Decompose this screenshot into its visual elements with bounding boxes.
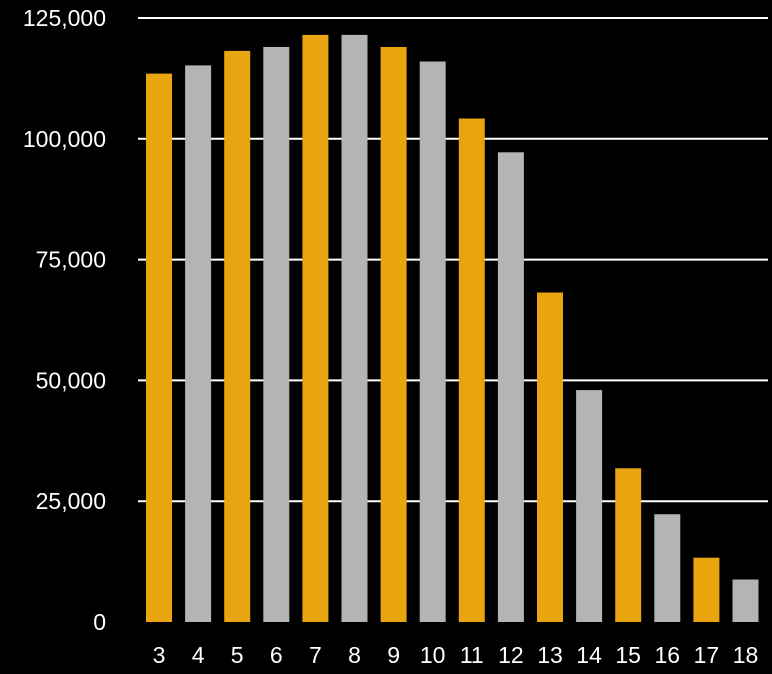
bar-5 <box>224 50 251 622</box>
x-tick-label: 14 <box>576 642 602 668</box>
bar-7 <box>302 34 329 622</box>
bars <box>146 34 759 623</box>
y-axis-tick-labels: 0 25,000 50,000 75,000 100,000 125,000 <box>23 5 106 635</box>
bar-18 <box>732 579 759 622</box>
x-tick-label: 4 <box>192 642 205 668</box>
x-tick-label: 11 <box>460 642 484 668</box>
x-tick-label: 8 <box>348 642 361 668</box>
bar-16 <box>654 514 681 622</box>
y-tick-label: 100,000 <box>23 126 106 152</box>
bar-6 <box>263 47 290 622</box>
bar-13 <box>537 292 563 622</box>
x-tick-label: 17 <box>694 642 720 668</box>
x-tick-label: 13 <box>537 642 563 668</box>
bar-10 <box>419 61 446 622</box>
x-tick-label: 7 <box>309 642 322 668</box>
x-tick-label: 10 <box>420 642 446 668</box>
bar-3 <box>146 73 172 623</box>
bar-14 <box>576 390 603 622</box>
x-tick-label: 18 <box>733 642 759 668</box>
x-tick-label: 9 <box>387 642 400 668</box>
x-tick-label: 6 <box>270 642 283 668</box>
bar-11 <box>458 118 485 622</box>
x-tick-label: 5 <box>231 642 244 668</box>
x-axis-tick-labels: 3 4 5 6 7 8 9 10 11 12 13 14 15 16 17 18 <box>153 642 759 668</box>
bar-8 <box>341 34 368 622</box>
bar-12 <box>497 152 524 623</box>
bar-15 <box>615 468 642 622</box>
bar-9 <box>380 47 407 622</box>
x-tick-label: 15 <box>615 642 641 668</box>
y-tick-label: 50,000 <box>36 367 106 393</box>
y-tick-label: 0 <box>93 609 106 635</box>
bar-17 <box>693 557 720 622</box>
y-tick-label: 125,000 <box>23 5 106 31</box>
x-tick-label: 12 <box>498 642 524 668</box>
x-tick-label: 16 <box>655 642 681 668</box>
x-tick-label: 3 <box>153 642 166 668</box>
y-tick-label: 25,000 <box>36 488 106 514</box>
bar-4 <box>185 65 212 622</box>
y-tick-label: 75,000 <box>36 247 106 273</box>
